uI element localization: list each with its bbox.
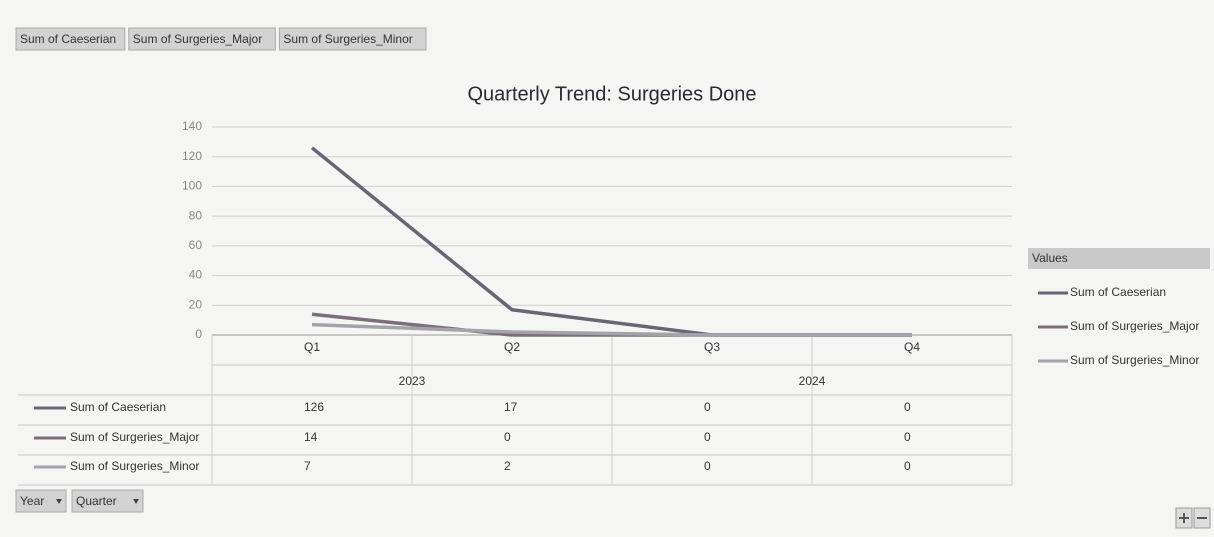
table-row-label: Sum of Caeserian xyxy=(70,400,166,414)
table-value: 0 xyxy=(704,400,711,414)
series-line xyxy=(311,322,912,337)
legend-label: Sum of Caeserian xyxy=(1070,285,1166,299)
field-button[interactable] xyxy=(15,27,126,51)
field-button-label: Sum of Caeserian xyxy=(20,32,116,46)
zoom-buttons[interactable] xyxy=(1175,507,1211,529)
x-tick-label: Q4 xyxy=(904,340,920,354)
field-button[interactable] xyxy=(278,27,427,51)
y-tick-label: 60 xyxy=(189,238,203,252)
table-value: 0 xyxy=(504,430,511,444)
dropdown-arrow xyxy=(133,499,139,504)
y-tick-label: 80 xyxy=(189,208,203,222)
legend-label: Sum of Surgeries_Minor xyxy=(1070,353,1199,367)
table-row-label: Sum of Surgeries_Minor xyxy=(70,459,199,473)
y-tick-label: 0 xyxy=(195,327,202,341)
table-value: 0 xyxy=(704,430,711,444)
y-tick-label: 100 xyxy=(182,179,202,193)
chart-title: Quarterly Trend: Surgeries Done xyxy=(467,83,756,105)
table-value: 2 xyxy=(504,459,511,473)
legend-title: Values xyxy=(1032,251,1068,265)
x-tick-label: Q1 xyxy=(304,340,320,354)
field-button[interactable] xyxy=(128,27,276,51)
table-row-label: Sum of Surgeries_Major xyxy=(70,430,199,444)
table-value: 0 xyxy=(704,459,711,473)
year-label: 2024 xyxy=(799,374,826,388)
legend-label: Sum of Surgeries_Major xyxy=(1070,319,1199,333)
table-value: 14 xyxy=(304,430,318,444)
table-value: 126 xyxy=(304,400,324,414)
filter-button-label: Quarter xyxy=(76,494,117,508)
table-value: 0 xyxy=(904,430,911,444)
field-button-label: Sum of Surgeries_Minor xyxy=(283,32,412,46)
filter-button[interactable] xyxy=(15,489,67,513)
y-tick-label: 140 xyxy=(182,119,202,133)
x-tick-label: Q3 xyxy=(704,340,720,354)
table-value: 17 xyxy=(504,400,518,414)
table-value: 7 xyxy=(304,459,311,473)
field-button-label: Sum of Surgeries_Major xyxy=(133,32,262,46)
y-tick-label: 120 xyxy=(182,149,202,163)
filter-button-label: Year xyxy=(20,494,44,508)
table-value: 0 xyxy=(904,400,911,414)
table-value: 0 xyxy=(904,459,911,473)
x-tick-label: Q2 xyxy=(504,340,520,354)
filter-button[interactable] xyxy=(71,489,144,513)
y-tick-label: 40 xyxy=(189,268,203,282)
year-label: 2023 xyxy=(399,374,426,388)
legend-header xyxy=(1028,248,1210,269)
dropdown-arrow xyxy=(56,499,62,504)
y-tick-label: 20 xyxy=(189,297,203,311)
